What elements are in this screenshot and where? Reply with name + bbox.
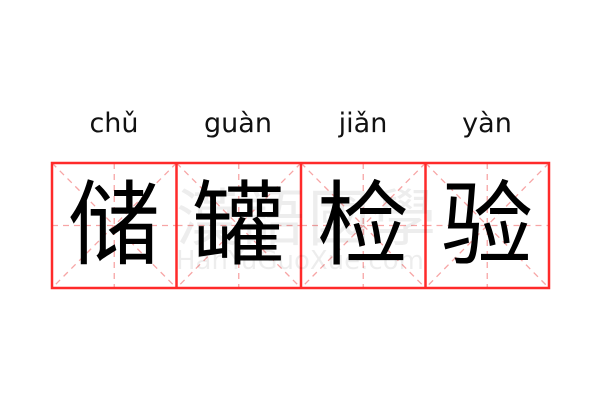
- pinyin-1: chǔ: [89, 108, 139, 139]
- guide-diagonal: [51, 162, 177, 289]
- pinyin-4: yàn: [462, 108, 512, 139]
- character-2: 罐: [191, 172, 284, 279]
- character-4: 验: [440, 172, 533, 279]
- character-3: 检: [316, 172, 409, 279]
- guide-diagonal: [300, 162, 426, 289]
- character-1: 储: [67, 172, 160, 279]
- guide-diagonal: [425, 162, 550, 289]
- pinyin-3: jiǎn: [338, 108, 388, 139]
- guide-diagonal: [425, 162, 550, 289]
- guide-diagonal: [176, 162, 302, 289]
- pinyin-2: guàn: [204, 108, 272, 139]
